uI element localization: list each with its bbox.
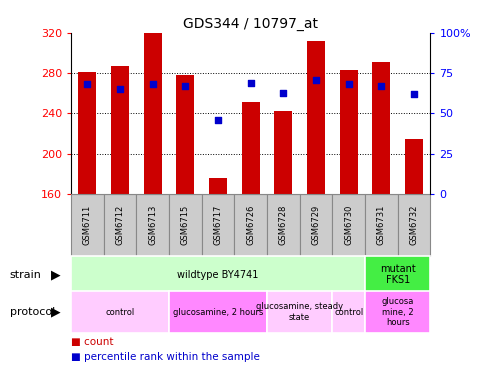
Text: GSM6715: GSM6715 [181, 205, 189, 245]
Point [181, 83, 189, 89]
Bar [371, 62, 389, 194]
Text: GSM6731: GSM6731 [376, 205, 385, 245]
Bar [136, 194, 168, 256]
Bar [364, 256, 429, 293]
Text: glucosamine, 2 hours: glucosamine, 2 hours [172, 307, 263, 317]
Bar [71, 194, 103, 256]
Bar [364, 291, 429, 333]
Point [83, 82, 91, 87]
Text: protocol: protocol [10, 307, 55, 317]
Bar [201, 194, 234, 256]
Bar [332, 194, 364, 256]
Point [214, 117, 222, 123]
Point [246, 80, 254, 86]
Text: GSM6732: GSM6732 [408, 205, 418, 245]
Bar [71, 291, 168, 333]
Bar [168, 291, 266, 333]
Text: GSM6713: GSM6713 [148, 205, 157, 245]
Point [311, 77, 319, 83]
Bar [168, 194, 201, 256]
Text: GSM6712: GSM6712 [115, 205, 124, 245]
Bar [274, 112, 292, 194]
Bar [111, 66, 129, 194]
Bar [266, 194, 299, 256]
Bar [364, 194, 397, 256]
Point [344, 82, 352, 87]
Point [148, 82, 156, 87]
Text: ▶: ▶ [51, 268, 61, 281]
Bar [176, 75, 194, 194]
Bar [241, 102, 259, 194]
Bar [266, 291, 332, 333]
Bar [234, 194, 266, 256]
Text: ▶: ▶ [51, 306, 61, 318]
Bar [103, 194, 136, 256]
Text: mutant
FKS1: mutant FKS1 [379, 264, 415, 285]
Text: strain: strain [10, 269, 41, 280]
Text: GSM6717: GSM6717 [213, 205, 222, 245]
Text: GSM6730: GSM6730 [344, 205, 352, 245]
Text: control: control [333, 307, 363, 317]
Bar [71, 256, 364, 293]
Text: ■ percentile rank within the sample: ■ percentile rank within the sample [71, 352, 259, 362]
Text: ■ count: ■ count [71, 337, 113, 347]
Text: glucosamine, steady
state: glucosamine, steady state [256, 302, 343, 322]
Text: glucosa
mine, 2
hours: glucosa mine, 2 hours [381, 297, 413, 327]
Point [116, 86, 123, 92]
Bar [143, 33, 161, 194]
Text: GSM6711: GSM6711 [82, 205, 92, 245]
Bar [397, 194, 429, 256]
Text: wildtype BY4741: wildtype BY4741 [177, 269, 258, 280]
Bar [339, 70, 357, 194]
Bar [78, 72, 96, 194]
Text: GSM6729: GSM6729 [311, 205, 320, 245]
Title: GDS344 / 10797_at: GDS344 / 10797_at [183, 16, 318, 30]
Point [377, 83, 385, 89]
Bar [306, 41, 325, 194]
Text: control: control [105, 307, 134, 317]
Text: GSM6726: GSM6726 [245, 205, 255, 245]
Point [409, 91, 417, 97]
Bar [332, 291, 364, 333]
Bar [404, 139, 422, 194]
Bar [299, 194, 332, 256]
Text: GSM6728: GSM6728 [278, 205, 287, 245]
Bar [208, 178, 226, 194]
Point [279, 90, 286, 96]
